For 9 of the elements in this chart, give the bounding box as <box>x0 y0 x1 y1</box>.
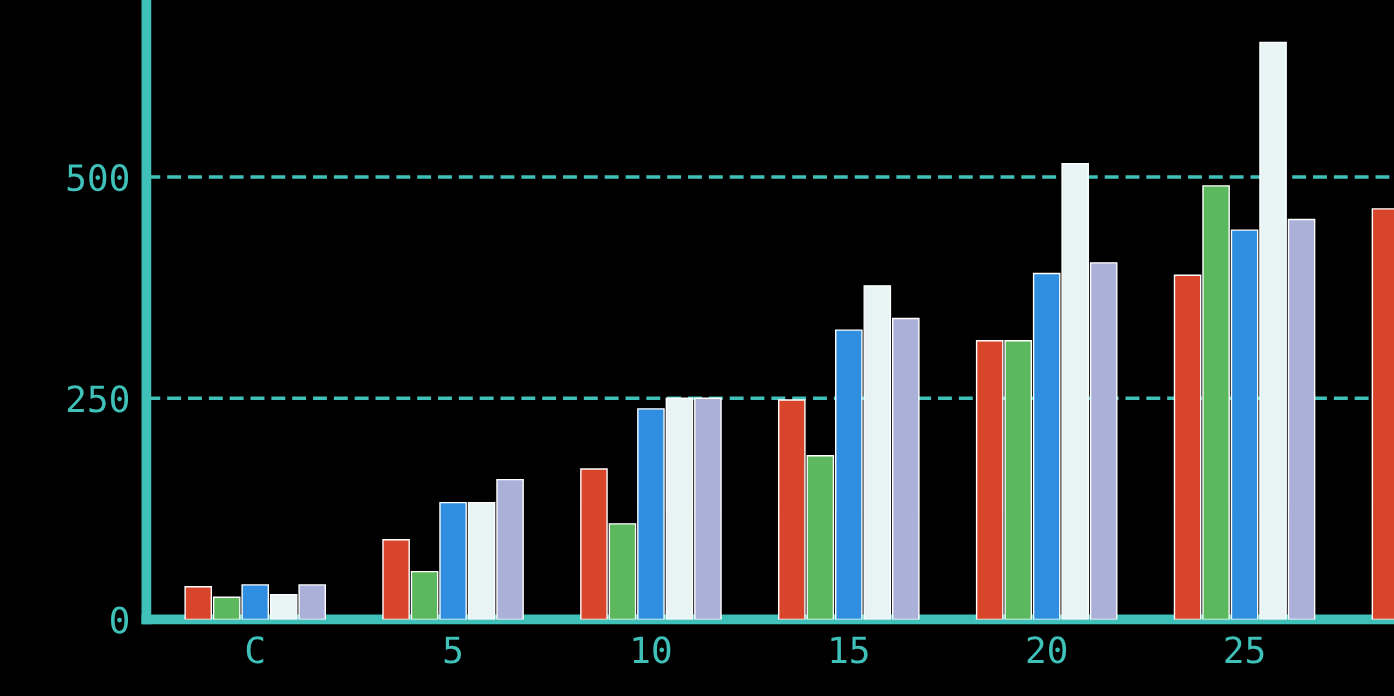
y-tick-label: 500 <box>67 164 129 192</box>
x-tick-label: C <box>246 636 264 664</box>
x-tick-label: 10 <box>633 636 671 664</box>
x-tick-label: 15 <box>831 636 868 664</box>
x-tick-label: 5 <box>444 636 462 664</box>
x-tick-label: 20 <box>1027 636 1067 664</box>
y-tick-label: 250 <box>67 385 129 413</box>
y-tick-label: 0 <box>111 606 129 634</box>
x-tick-label: 25 <box>1225 636 1264 664</box>
